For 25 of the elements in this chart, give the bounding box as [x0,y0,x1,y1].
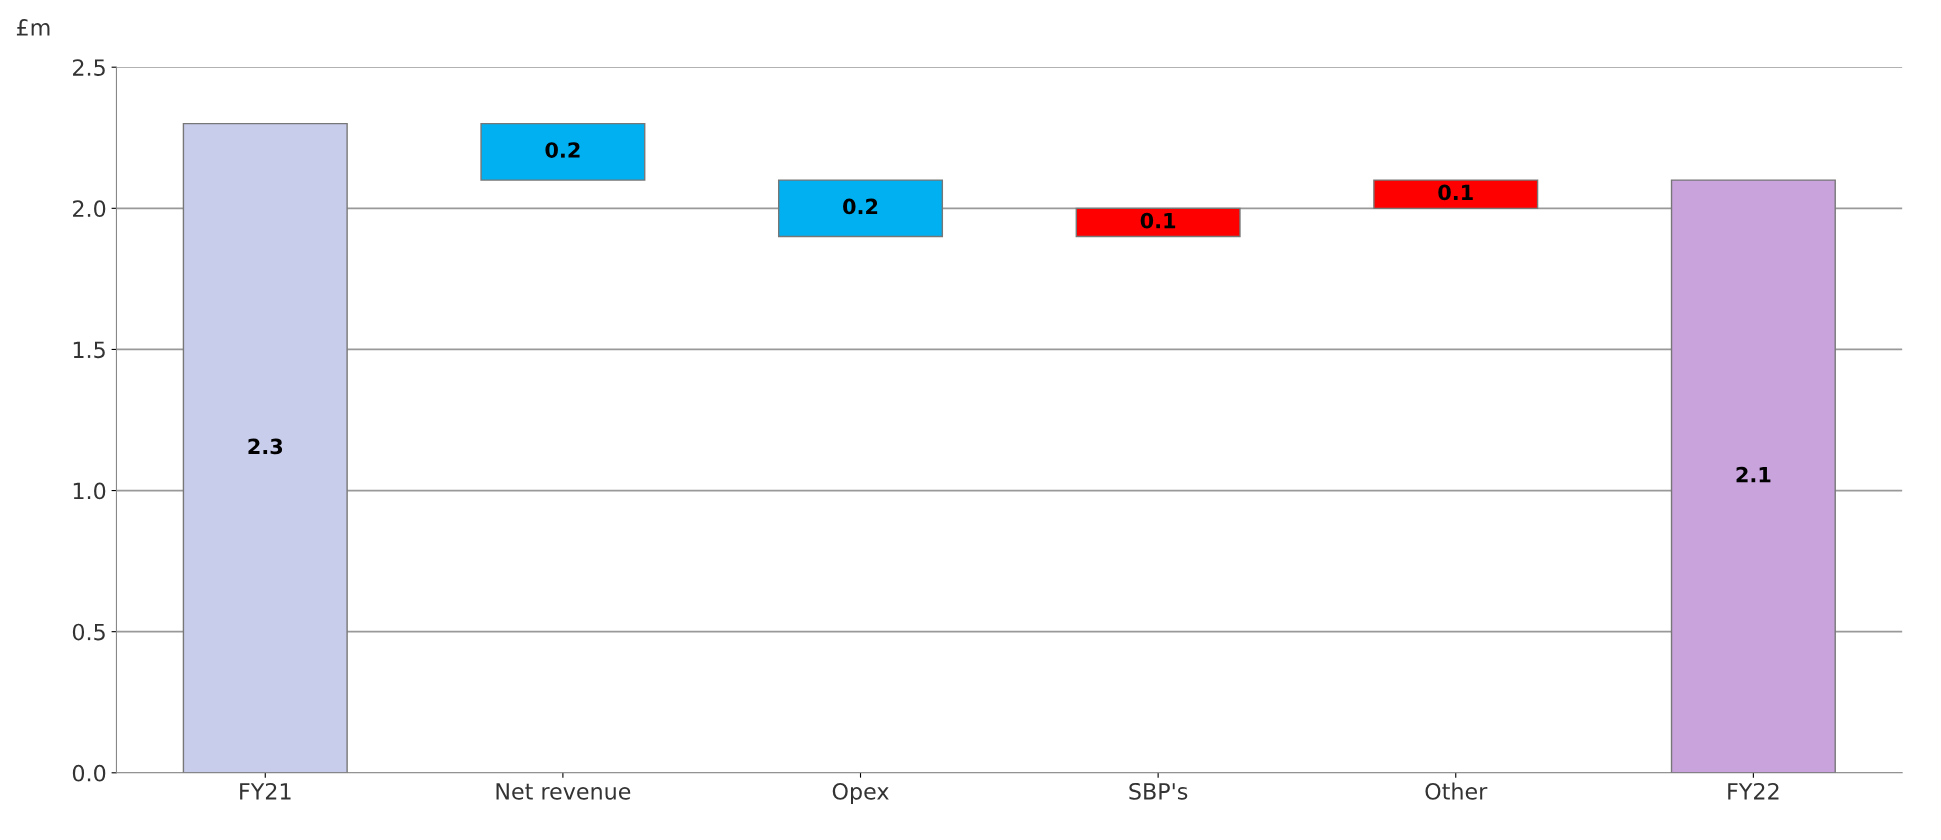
bar [1075,207,1241,238]
x-tick-label: SBP's [1129,782,1188,800]
data-label: 0.2 [545,142,580,158]
bar [182,122,348,773]
x-tick-label: FY22 [1728,782,1779,800]
x-tick-label: Other [1425,782,1488,800]
bar [1373,179,1539,210]
data-label: 0.2 [843,198,878,215]
data-label: 2.1 [1736,466,1771,483]
x-tick-label: Opex [832,782,889,805]
x-tick-label: Net revenue [496,783,631,800]
bar [777,179,944,238]
y-tick-label: 2.5 [73,59,105,76]
y-tick-label: 1.5 [73,341,105,359]
y-tick-label: 2.0 [73,200,106,218]
data-label: 2.3 [248,438,283,455]
y-axis-title: £m [16,19,50,36]
x-tick-label: FY21 [240,782,291,800]
bar [480,122,646,181]
y-tick-label: 0.0 [72,764,106,782]
y-tick-label: 1.0 [73,482,106,500]
y-tick-label: 0.5 [72,623,105,641]
data-label: 0.1 [1140,212,1176,229]
bar [1670,179,1836,773]
data-label: 0.1 [1438,184,1473,201]
